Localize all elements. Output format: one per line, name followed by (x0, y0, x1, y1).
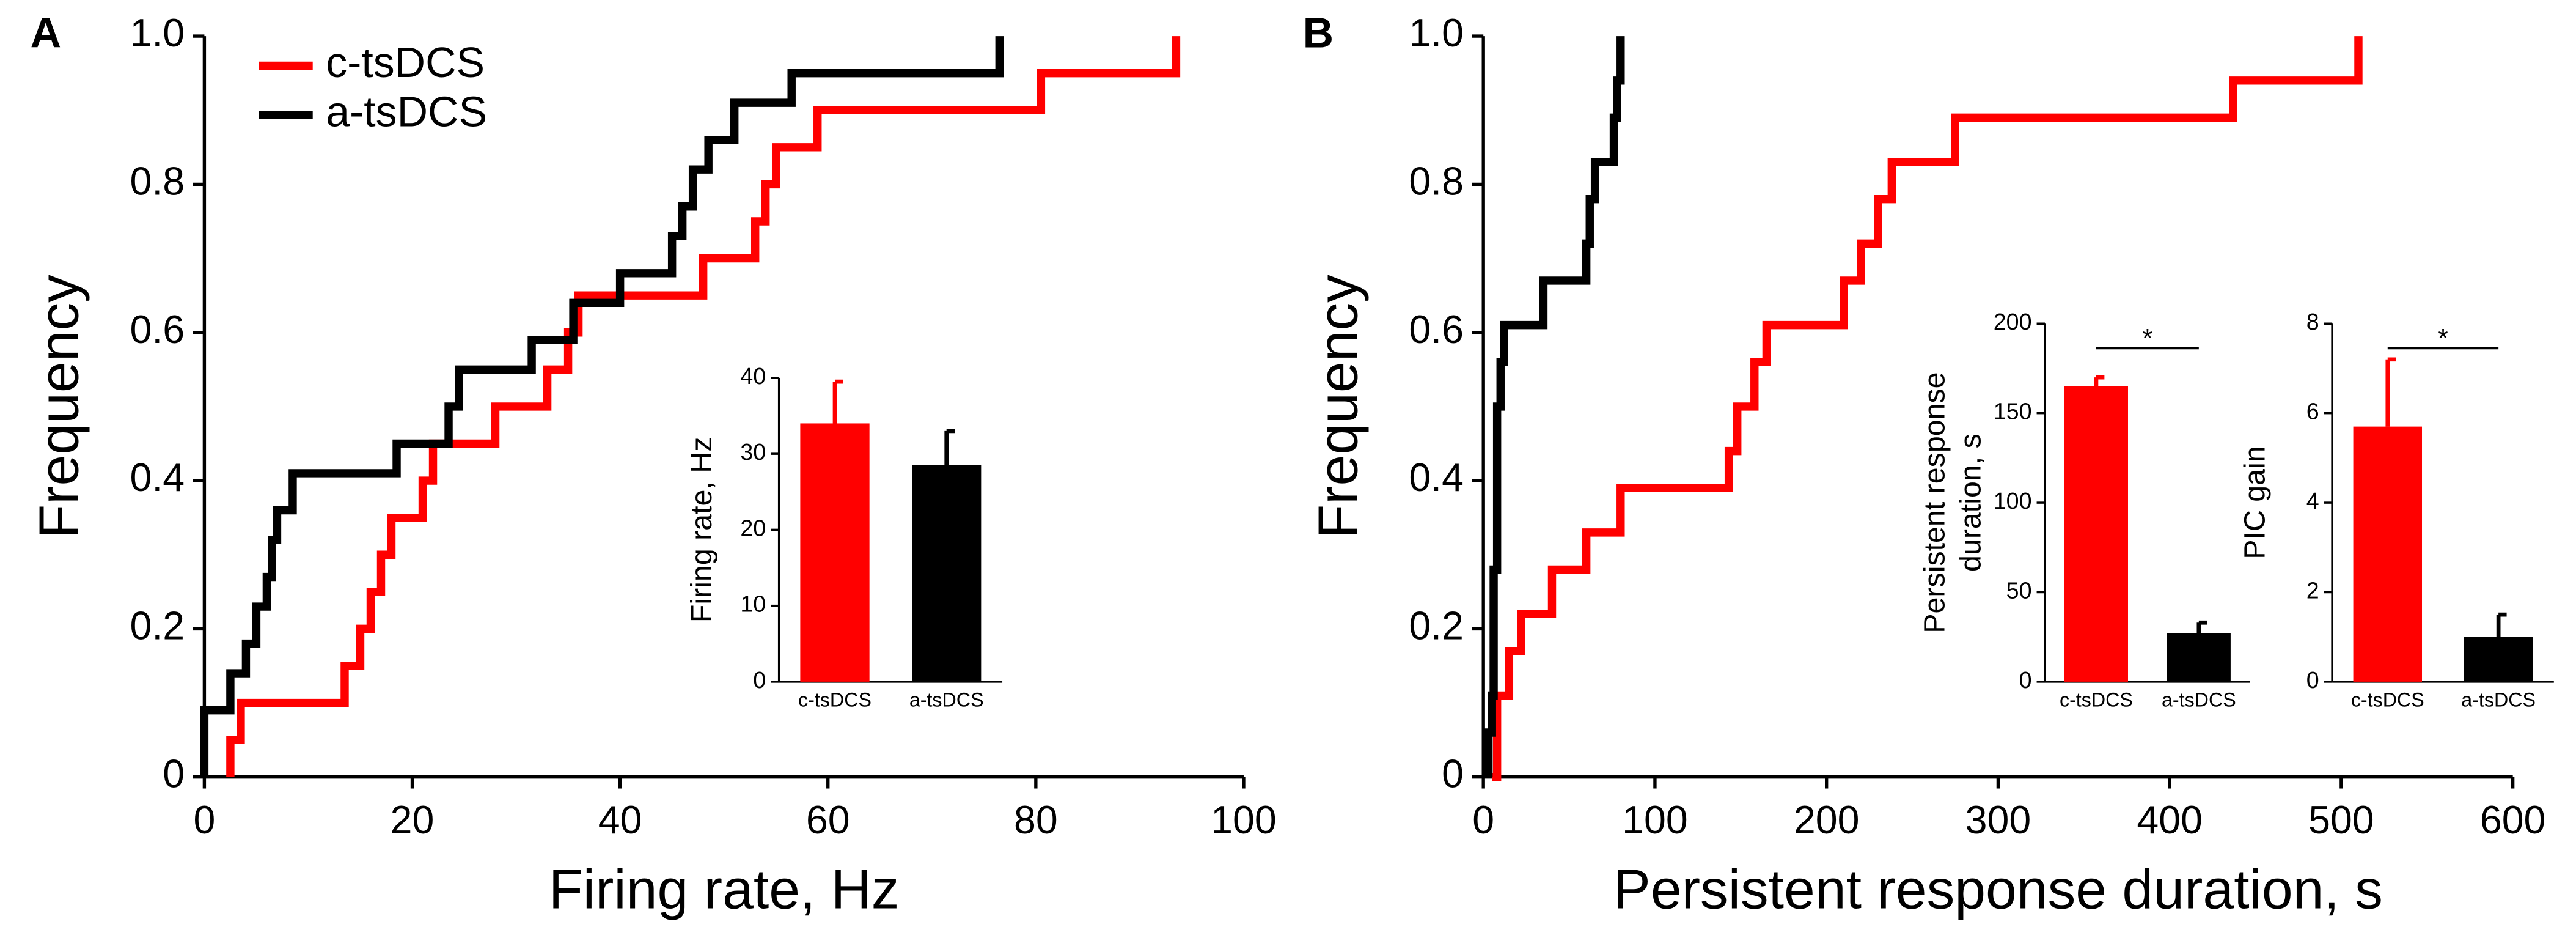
y-tick-label: 10 (740, 591, 766, 617)
y-axis-label: duration, s (1954, 434, 1987, 572)
y-tick-label: 20 (740, 515, 766, 541)
step-line (1484, 36, 1625, 777)
significance-label: * (2143, 323, 2153, 353)
x-axis-label: Firing rate, Hz (549, 859, 899, 921)
y-tick-label: 0.6 (130, 308, 185, 352)
x-tick-label: 20 (391, 798, 435, 842)
x-tick-label: 80 (1014, 798, 1058, 842)
x-tick-label: 300 (1965, 798, 2031, 842)
x-axis-label: Persistent response duration, s (1613, 859, 2383, 921)
y-tick-label: 50 (2006, 577, 2032, 603)
x-tick-label: c-tsDCS (2060, 689, 2133, 711)
legend-label: c-tsDCS (326, 39, 485, 86)
y-tick-label: 30 (740, 439, 766, 465)
y-tick-label: 0.4 (130, 456, 185, 500)
y-axis-label: Firing rate, Hz (685, 437, 718, 623)
y-tick-label: 0 (2019, 667, 2032, 693)
y-tick-label: 40 (740, 363, 766, 389)
bar (2353, 426, 2423, 682)
error-bar (2094, 375, 2105, 386)
x-tick-label: 100 (1211, 798, 1277, 842)
y-tick-label: 200 (1994, 309, 2032, 334)
bar (912, 465, 982, 682)
x-tick-label: 0 (193, 798, 215, 842)
y-axis-label: PIC gain (2238, 446, 2271, 559)
x-tick-label: 60 (806, 798, 850, 842)
y-tick-label: 100 (1994, 488, 2032, 514)
x-tick-label: 0 (1472, 798, 1494, 842)
y-tick-label: 1.0 (130, 11, 185, 55)
step-line (1492, 36, 2363, 781)
y-tick-label: 0.8 (130, 159, 185, 203)
y-tick-label: 0 (2306, 667, 2319, 693)
y-tick-label: 8 (2306, 309, 2319, 334)
y-tick-label: 150 (1994, 399, 2032, 424)
y-tick-label: 0.6 (1409, 308, 1464, 352)
error-bar (832, 379, 843, 424)
x-tick-label: c-tsDCS (2351, 689, 2424, 711)
y-axis-label: Frequency (28, 275, 90, 539)
y-tick-label: 0.2 (130, 604, 185, 648)
y-tick-label: 0 (753, 667, 766, 693)
x-tick-label: 40 (598, 798, 642, 842)
y-tick-label: 0.2 (1409, 604, 1464, 648)
bar (2464, 637, 2533, 682)
x-tick-label: 200 (1794, 798, 1860, 842)
y-tick-label: 1.0 (1409, 11, 1464, 55)
x-tick-label: c-tsDCS (798, 689, 872, 711)
y-tick-label: 0.8 (1409, 159, 1464, 203)
legend-label: a-tsDCS (326, 88, 487, 136)
step-line (200, 36, 1004, 777)
y-axis-label: Frequency (1307, 275, 1369, 539)
panel-label: A (31, 9, 61, 57)
x-tick-label: 500 (2308, 798, 2374, 842)
bar (2064, 386, 2128, 682)
y-axis-label: Persistent response (1918, 372, 1951, 633)
error-bar (944, 429, 955, 465)
significance-label: * (2438, 323, 2448, 353)
x-tick-label: 600 (2480, 798, 2546, 842)
error-bar (2385, 357, 2396, 427)
bar (2167, 633, 2231, 682)
x-tick-label: 100 (1622, 798, 1688, 842)
x-tick-label: a-tsDCS (2461, 689, 2536, 711)
step-line (226, 36, 1181, 777)
panel-label: B (1303, 9, 1334, 57)
y-tick-label: 4 (2306, 488, 2319, 514)
y-tick-label: 0 (1442, 752, 1464, 796)
x-tick-label: 400 (2137, 798, 2203, 842)
x-tick-label: a-tsDCS (2162, 689, 2236, 711)
error-bar (2496, 612, 2507, 637)
y-tick-label: 6 (2306, 399, 2319, 424)
y-tick-label: 0 (163, 752, 185, 796)
error-bar (2196, 620, 2207, 633)
y-tick-label: 0.4 (1409, 456, 1464, 500)
bar (800, 423, 870, 682)
y-tick-label: 2 (2306, 577, 2319, 603)
x-tick-label: a-tsDCS (909, 689, 984, 711)
